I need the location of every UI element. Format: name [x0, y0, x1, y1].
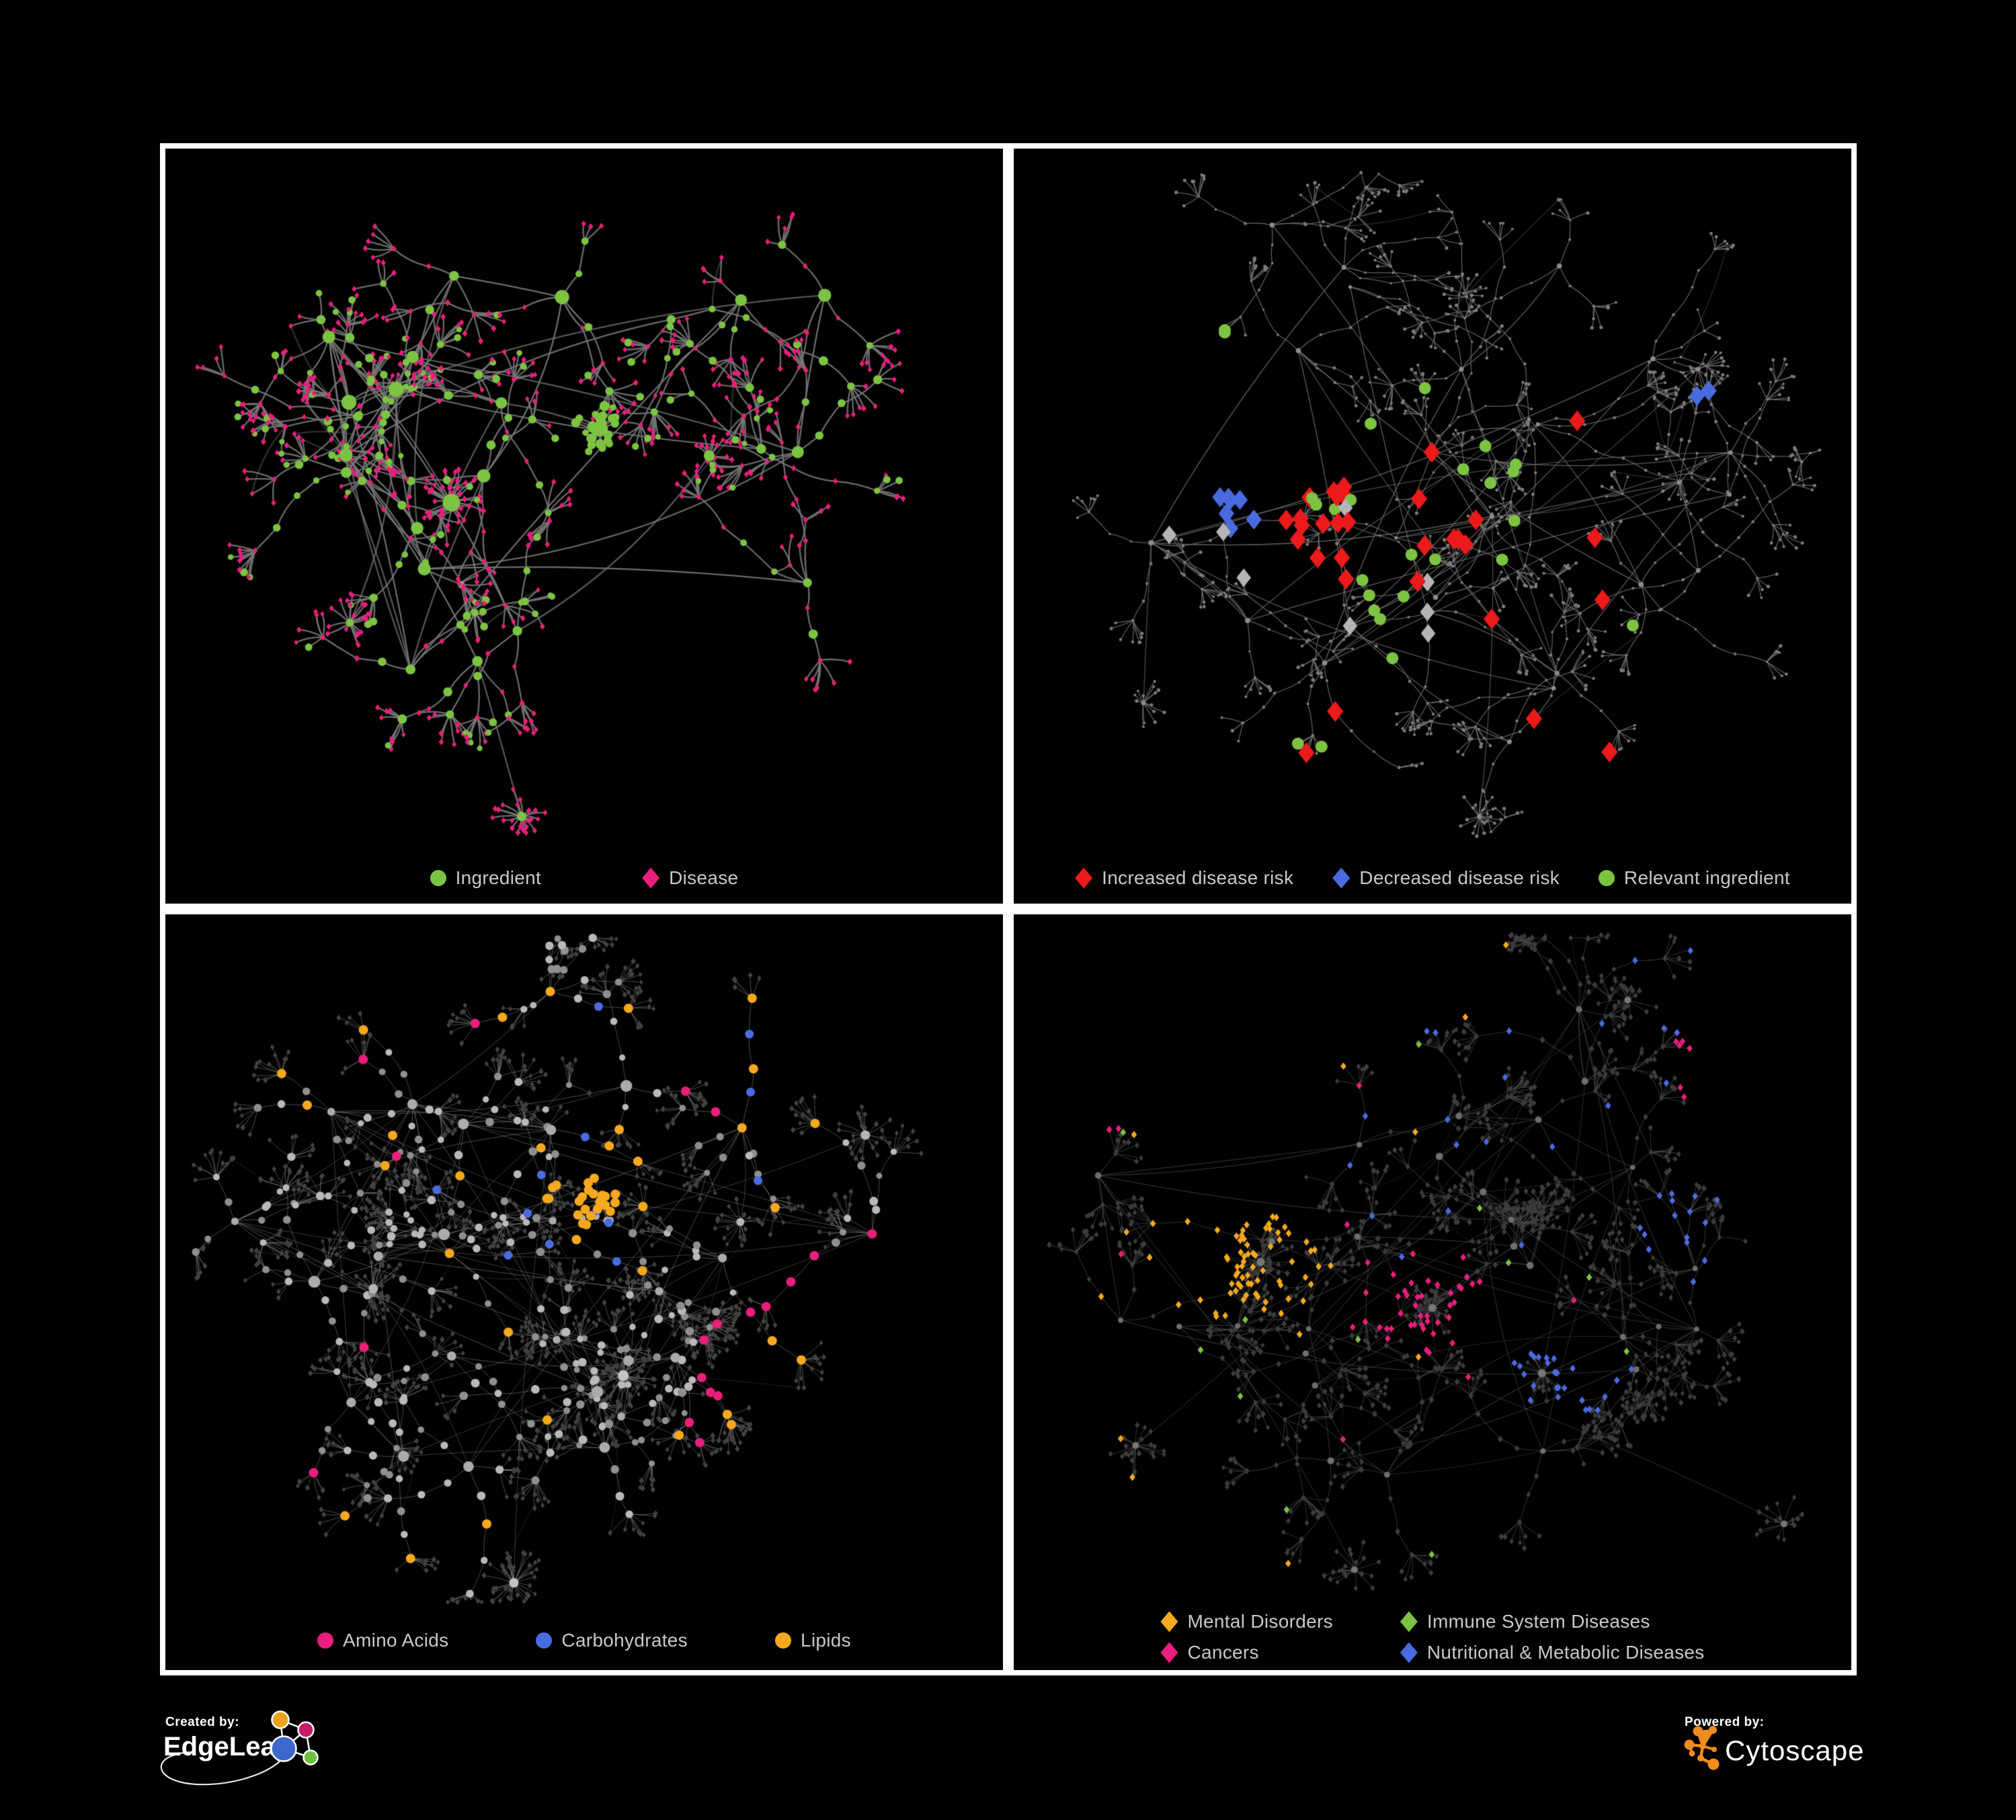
legend-item: Increased disease risk — [1075, 867, 1293, 889]
legend-item: Decreased disease risk — [1332, 867, 1560, 889]
legend-label: Nutritional & Metabolic Diseases — [1426, 1642, 1705, 1663]
edgeleap-logo-icon — [160, 1710, 319, 1786]
nutritional-metabolic-diseases-diamond-icon — [1400, 1642, 1418, 1663]
legend-item: Lipids — [774, 1630, 851, 1651]
legend-disease-classes: Mental Disorders Immune System Diseases … — [1014, 1611, 1851, 1663]
relevant-ingredient-circle-icon — [1598, 870, 1615, 886]
amino-acids-circle-icon — [317, 1632, 334, 1649]
mental-disorders-diamond-icon — [1160, 1611, 1178, 1632]
legend-label: Lipids — [800, 1630, 851, 1651]
legend-item: Ingredient — [430, 867, 542, 889]
legend-label: Cancers — [1187, 1642, 1259, 1663]
cytoscape-logo-icon — [1684, 1726, 1720, 1770]
created-by-label: Created by: — [165, 1715, 240, 1729]
legend-ingredient-disease: Ingredient Disease — [165, 867, 1003, 889]
legend-label: Disease — [669, 867, 739, 888]
powered-by-label: Powered by: — [1685, 1715, 1765, 1729]
legend-nutrient-classes: Amino Acids Carbohydrates Lipids — [165, 1630, 1003, 1651]
ingredient-circle-icon — [430, 870, 446, 886]
edgeleap-wordmark: EdgeLeap — [163, 1732, 292, 1762]
legend-label: Immune System Diseases — [1426, 1611, 1650, 1632]
cancers-diamond-icon — [1160, 1642, 1178, 1663]
decreased-risk-diamond-icon — [1332, 867, 1350, 889]
legend-item: Immune System Diseases — [1400, 1611, 1705, 1632]
lipids-circle-icon — [774, 1632, 791, 1649]
panel-disease-classes-network: Mental Disorders Immune System Diseases … — [1008, 909, 1857, 1675]
legend-label: Carbohydrates — [561, 1630, 688, 1651]
panel-ingredient-disease-network: Ingredient Disease — [160, 143, 1008, 909]
legend-disease-risk: Increased disease risk Decreased disease… — [1014, 867, 1851, 889]
nutrient-classes-network-canvas — [165, 914, 1003, 1670]
disease-classes-network-canvas — [1014, 914, 1851, 1670]
ingredient-disease-network-canvas — [165, 149, 1003, 904]
legend-label: Amino Acids — [343, 1630, 449, 1651]
increased-risk-diamond-icon — [1075, 867, 1093, 889]
panel-disease-risk-network: Increased disease risk Decreased disease… — [1008, 143, 1857, 909]
legend-label: Decreased disease risk — [1359, 867, 1560, 888]
legend-item: Mental Disorders — [1160, 1611, 1333, 1632]
legend-label: Mental Disorders — [1187, 1611, 1333, 1632]
cytoscape-wordmark: Cytoscape — [1725, 1735, 1865, 1766]
legend-item: Amino Acids — [317, 1630, 448, 1651]
legend-label: Relevant ingredient — [1623, 867, 1790, 888]
disease-risk-network-canvas — [1014, 149, 1851, 904]
immune-system-diseases-diamond-icon — [1400, 1611, 1418, 1632]
disease-diamond-icon — [642, 867, 660, 889]
legend-item: Nutritional & Metabolic Diseases — [1400, 1642, 1705, 1663]
carbohydrates-circle-icon — [536, 1632, 553, 1649]
legend-label: Ingredient — [455, 867, 542, 888]
legend-item: Relevant ingredient — [1598, 867, 1790, 889]
legend-item: Carbohydrates — [536, 1630, 688, 1651]
legend-item: Cancers — [1160, 1642, 1332, 1663]
panel-nutrient-classes-network: Amino Acids Carbohydrates Lipids — [160, 909, 1008, 1675]
legend-item: Disease — [642, 867, 738, 889]
legend-label: Increased disease risk — [1102, 867, 1294, 888]
